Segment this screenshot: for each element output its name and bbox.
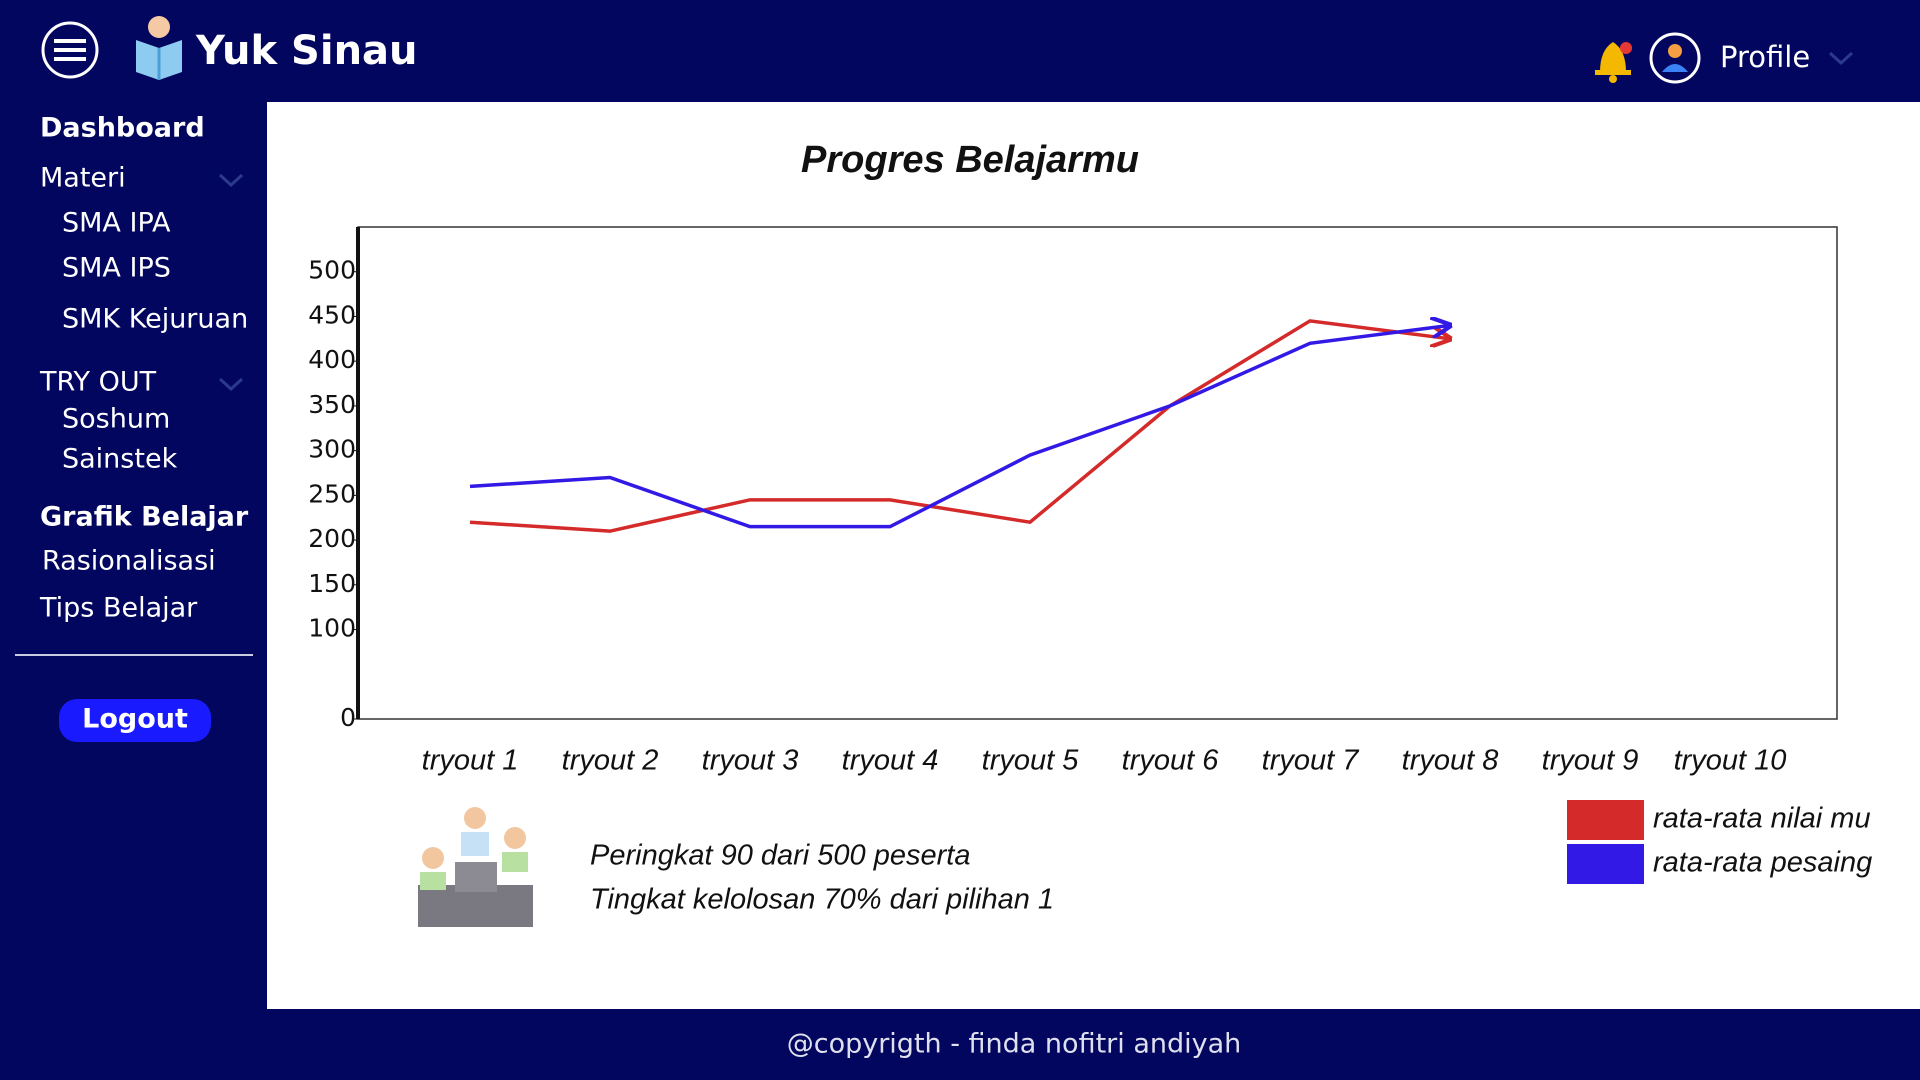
y-tick-label: 300 <box>308 435 356 464</box>
footer-text: @copyrigth - finda nofitri andiyah <box>787 1029 1242 1060</box>
nav-item[interactable]: SMK Kejuruan <box>62 304 248 335</box>
logo-icon <box>136 16 182 80</box>
x-tick-label: tryout 3 <box>702 745 799 777</box>
nav-item[interactable]: Grafik Belajar <box>40 502 249 533</box>
profile-chevron[interactable] <box>1828 51 1854 66</box>
nav-item[interactable]: Materi <box>40 163 126 194</box>
info-line: Peringkat 90 dari 500 peserta <box>590 840 970 872</box>
logout-button[interactable] <box>59 699 211 742</box>
nav-item[interactable]: TRY OUT <box>39 367 157 398</box>
legend-swatch <box>1567 800 1644 840</box>
nav-item[interactable]: SMA IPS <box>62 253 171 284</box>
app-name: Yuk Sinau <box>195 28 418 74</box>
series-line <box>469 319 1450 533</box>
nav-item[interactable]: Sainstek <box>62 444 178 475</box>
y-tick-label: 350 <box>308 390 356 419</box>
x-tick-label: tryout 2 <box>562 745 659 777</box>
info-line: Tingkat kelolosan 70% dari pilihan 1 <box>590 884 1054 916</box>
chevron[interactable] <box>218 377 244 392</box>
avatar[interactable] <box>1649 32 1701 84</box>
notification-bell[interactable] <box>1595 42 1632 83</box>
y-tick-label: 150 <box>308 569 356 598</box>
x-tick-label: tryout 7 <box>1262 745 1361 777</box>
main-panel <box>267 102 1920 1009</box>
y-tick-label: 0 <box>340 703 356 732</box>
legend-label: rata-rata nilai mu <box>1653 803 1871 835</box>
y-tick-label: 400 <box>308 345 356 374</box>
x-tick-label: tryout 1 <box>422 745 519 777</box>
series-line <box>469 325 1450 529</box>
legend-label: rata-rata pesaing <box>1653 847 1872 879</box>
x-tick-label: tryout 8 <box>1402 745 1499 777</box>
y-tick-label: 100 <box>308 614 356 643</box>
chevron[interactable] <box>218 173 244 188</box>
x-tick-label: tryout 10 <box>1674 745 1787 777</box>
profile-label[interactable]: Profile <box>1720 40 1810 74</box>
menu-button[interactable] <box>41 21 99 79</box>
legend-swatch <box>1567 844 1644 884</box>
nav-item[interactable]: SMA IPA <box>62 208 171 239</box>
nav-item[interactable]: Soshum <box>62 404 170 435</box>
x-tick-label: tryout 6 <box>1122 745 1220 777</box>
ranking-icon <box>418 807 533 927</box>
y-tick-label: 250 <box>308 479 356 508</box>
x-tick-label: tryout 5 <box>982 745 1080 777</box>
x-tick-label: tryout 4 <box>842 745 939 777</box>
nav-item[interactable]: Tips Belajar <box>39 593 198 624</box>
y-tick-label: 500 <box>308 256 356 285</box>
logout-label[interactable]: Logout <box>82 704 188 735</box>
nav-item[interactable]: Rasionalisasi <box>42 546 216 577</box>
x-tick-label: tryout 9 <box>1542 745 1639 777</box>
nav-item[interactable]: Dashboard <box>40 113 205 144</box>
y-tick-label: 200 <box>308 524 356 553</box>
y-tick-label: 450 <box>308 300 356 329</box>
chart-title: Progres Belajarmu <box>801 139 1139 181</box>
